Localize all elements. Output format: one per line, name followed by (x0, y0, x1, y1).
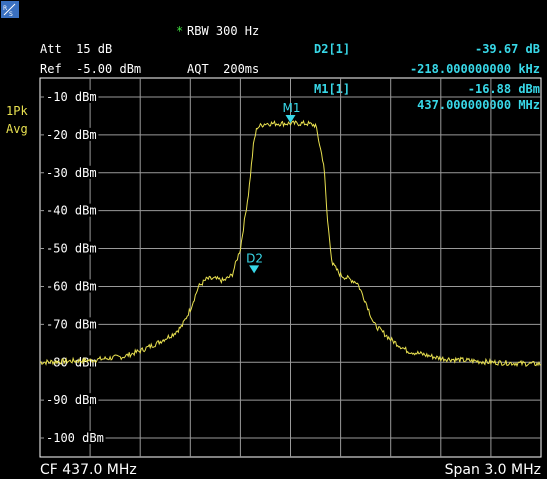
y-tick-label-bg (44, 393, 99, 407)
delta-marker-label: D2[1] (314, 42, 351, 56)
y-tick-label-bg (44, 127, 99, 141)
y-tick-label: -50 dBm (46, 242, 97, 256)
trace-mode-label: Avg (6, 122, 28, 136)
attenuation-readout: Att 15 dB (40, 42, 113, 56)
marker-triangle-icon[interactable] (249, 265, 260, 274)
acquisition-time-readout: AQT 200ms (187, 62, 260, 76)
span-readout: Span 3.0 MHz (444, 462, 541, 478)
marker-d2-tag: D2 (246, 251, 263, 265)
y-tick-label-bg (44, 431, 106, 445)
y-tick-label-bg (44, 317, 99, 331)
center-frequency-readout: CF 437.0 MHz (40, 462, 137, 478)
marker-triangle-icon[interactable] (285, 115, 296, 124)
y-tick-label-bg (44, 241, 99, 255)
reference-level-readout: Ref -5.00 dBm (40, 62, 142, 76)
trace-detector-label: 1Pk (6, 104, 28, 118)
y-tick-label: -90 dBm (46, 393, 97, 407)
y-tick-label: -10 dBm (46, 90, 97, 104)
markers-layer: M1 D2 (246, 101, 301, 274)
delta-marker-level: -39.67 dB (474, 42, 540, 56)
y-tick-label-bg (44, 203, 99, 217)
y-tick-label: -60 dBm (46, 279, 97, 293)
graticule (39, 77, 542, 458)
rbw-asterisk: * (176, 24, 184, 38)
rbw-readout: RBW 300 Hz (187, 24, 260, 38)
marker-m1-tag: M1 (283, 101, 301, 115)
y-axis-labels: -10 dBm -20 dBm -30 dBm -40 dBm -50 dBm -60 d… (44, 89, 106, 445)
y-tick-label-bg (44, 89, 99, 103)
svg-text:R: R (3, 5, 7, 12)
rohde-schwarz-logo-icon: R S (1, 1, 19, 18)
marker-m1-level: -16.88 dBm (467, 82, 540, 96)
y-tick-label-bg (44, 165, 99, 179)
y-tick-label: -70 dBm (46, 317, 97, 331)
spectrum-trace (39, 119, 542, 368)
y-tick-label: -100 dBm (46, 431, 104, 445)
y-tick-label: -20 dBm (46, 128, 97, 142)
y-tick-label: -40 dBm (46, 204, 97, 218)
y-tick-label-bg (44, 279, 99, 293)
svg-text:S: S (9, 11, 13, 18)
delta-marker-frequency: -218.000000000 kHz (409, 62, 540, 76)
y-tick-label: -30 dBm (46, 166, 97, 180)
